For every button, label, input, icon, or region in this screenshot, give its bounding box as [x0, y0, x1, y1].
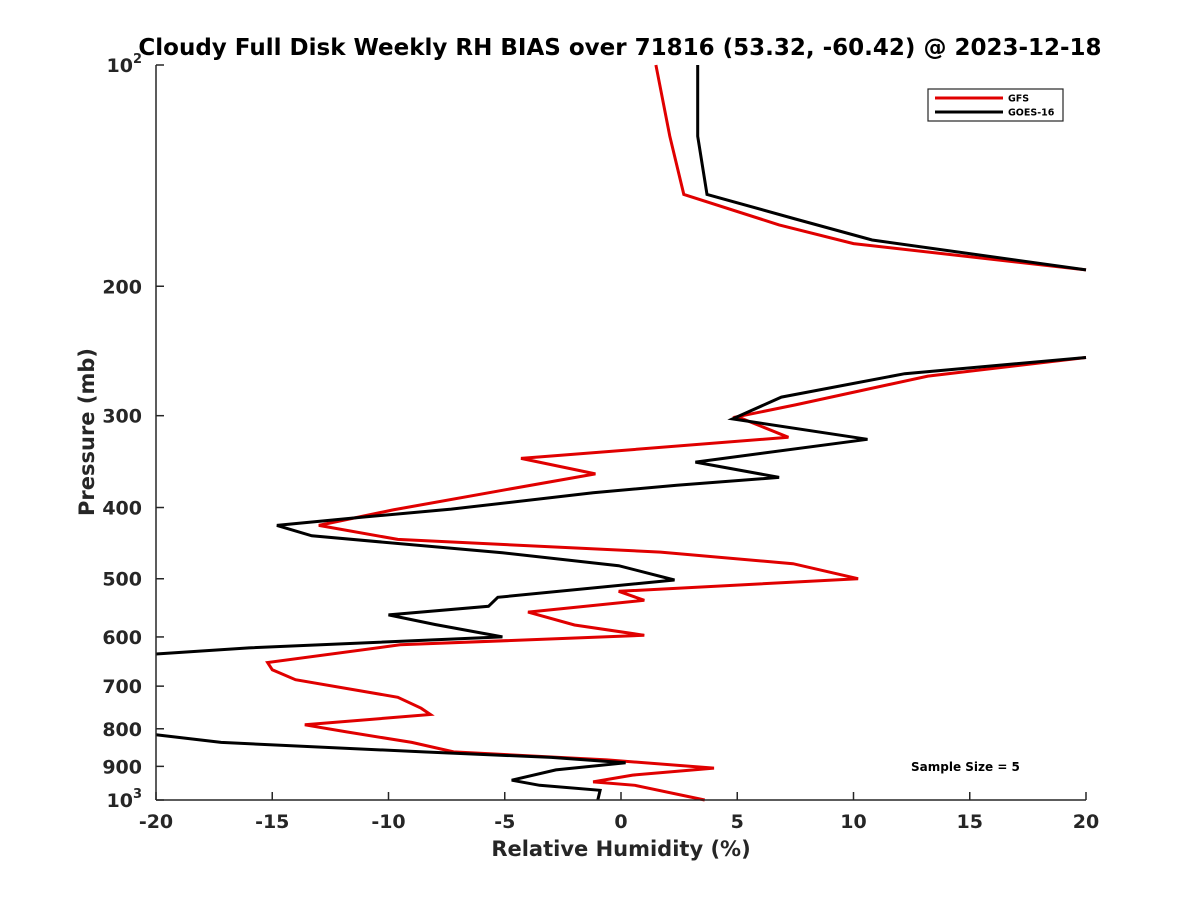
plot-lines	[155, 64, 1087, 802]
y-tick-base: 10	[107, 790, 133, 812]
y-tick-label: 400	[102, 498, 142, 520]
y-tick-exponent: 3	[133, 787, 142, 802]
series-line-goes-16-segment-1	[696, 65, 1087, 272]
x-tick-label: -20	[139, 811, 173, 833]
y-axis-label: Pressure (mb)	[75, 348, 99, 516]
x-axis-label: Relative Humidity (%)	[491, 837, 750, 861]
y-tick-label: 300	[102, 406, 142, 428]
y-tick-label: 500	[102, 569, 142, 591]
y-tick-label: 200	[102, 276, 142, 298]
y-tick-label: 700	[102, 676, 142, 698]
x-tick-label: -5	[494, 811, 515, 833]
series-line-goes-16-segment-2	[155, 356, 1087, 656]
legend-items: GFS GOES-16	[935, 94, 1055, 119]
sample-size-annotation: Sample Size = 5	[911, 760, 1020, 774]
x-tick-label: -15	[255, 811, 289, 833]
x-tick-label: 10	[840, 811, 866, 833]
legend: GFS GOES-16	[927, 88, 1064, 122]
y-tick-label: 103	[107, 787, 143, 812]
series-line-gfs-segment-2	[265, 356, 1087, 802]
legend-box	[927, 88, 1064, 122]
chart-title: Cloudy Full Disk Weekly RH BIAS over 718…	[138, 35, 1101, 61]
x-tick-label: -10	[371, 811, 405, 833]
x-tick-label: 20	[1073, 811, 1099, 833]
y-tick-label: 800	[102, 719, 142, 741]
x-ticks: -20 -15 -10 -5 0 5 10 15 20	[139, 792, 1099, 833]
y-tick-label: 900	[102, 756, 142, 778]
y-tick-label: 102	[107, 52, 143, 77]
legend-label-goes-16: GOES-16	[1008, 108, 1055, 119]
y-tick-label: 600	[102, 627, 142, 649]
y-tick-base: 10	[107, 55, 133, 77]
y-tick-exponent: 2	[133, 52, 142, 67]
series-line-goes-16-segment-3	[155, 733, 626, 801]
x-tick-label: 0	[614, 811, 627, 833]
x-tick-label: 15	[957, 811, 983, 833]
x-tick-label: 5	[731, 811, 744, 833]
series-line-gfs-segment-1	[654, 64, 1087, 272]
legend-label-gfs: GFS	[1008, 94, 1029, 105]
